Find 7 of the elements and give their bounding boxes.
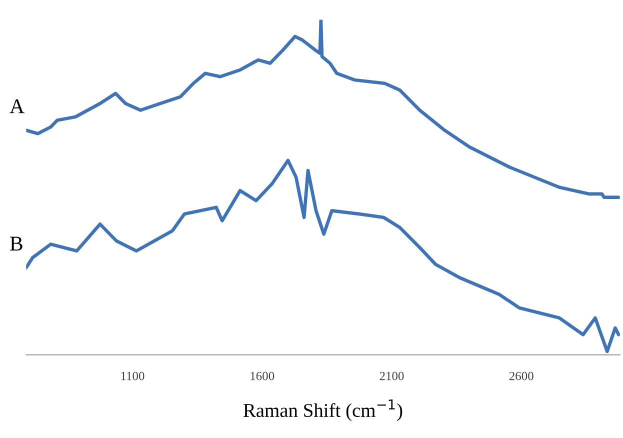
x-tick-label: 1600 <box>250 372 274 380</box>
x-tick-label: 2100 <box>380 372 404 380</box>
x-axis-title: Raman Shift (cm$^{−1}$) <box>243 399 402 421</box>
x-tick-label: 2600 <box>509 372 534 380</box>
series-label: B <box>10 236 22 251</box>
x-tick-label: 1100 <box>121 372 144 380</box>
series-label: A <box>10 99 24 114</box>
